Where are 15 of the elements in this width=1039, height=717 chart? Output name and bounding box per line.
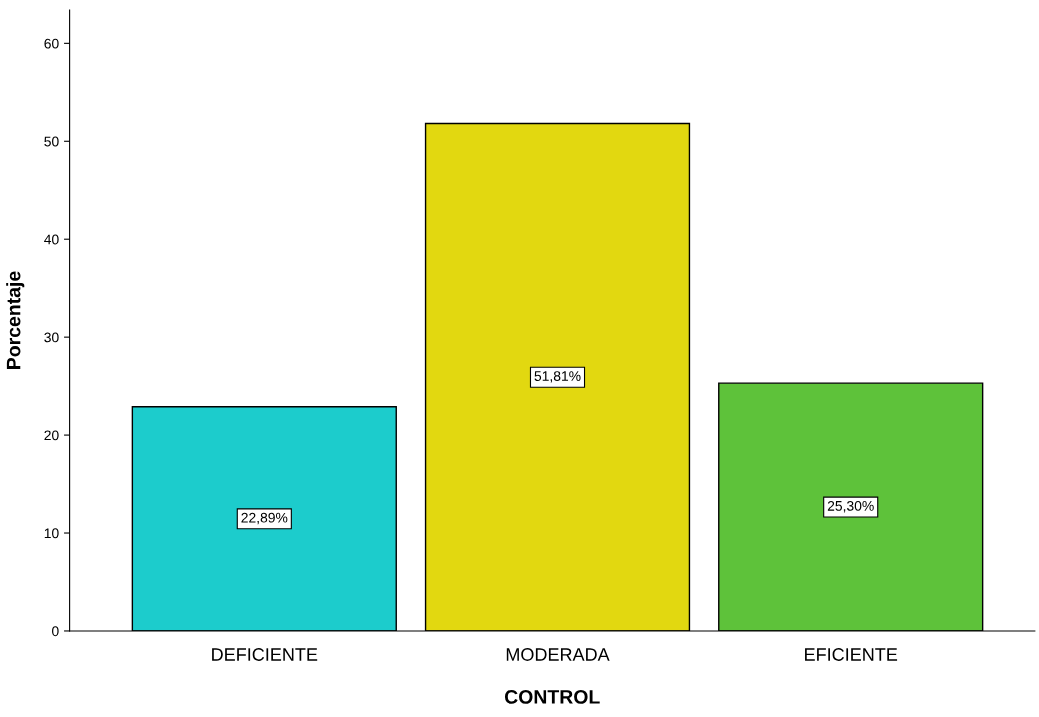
data-label: 22,89%: [241, 512, 288, 525]
y-axis-title: Porcentaje: [6, 271, 25, 369]
y-tick-label: 50: [44, 136, 59, 147]
x-tick-label: MODERADA: [506, 648, 610, 661]
y-tick-label: 0: [52, 626, 59, 637]
x-tick-label: EFICIENTE: [805, 648, 898, 661]
y-tick-label: 10: [44, 528, 59, 539]
data-label: 25,30%: [827, 500, 874, 513]
y-tick-label: 40: [44, 234, 59, 245]
data-label: 51,81%: [534, 371, 581, 383]
x-axis-title: CONTROL: [504, 689, 600, 704]
y-tick-label: 30: [44, 332, 59, 343]
y-tick-label: 60: [44, 38, 59, 49]
x-tick-label: DEFICIENTE: [212, 648, 318, 661]
y-tick-label: 20: [44, 430, 59, 441]
